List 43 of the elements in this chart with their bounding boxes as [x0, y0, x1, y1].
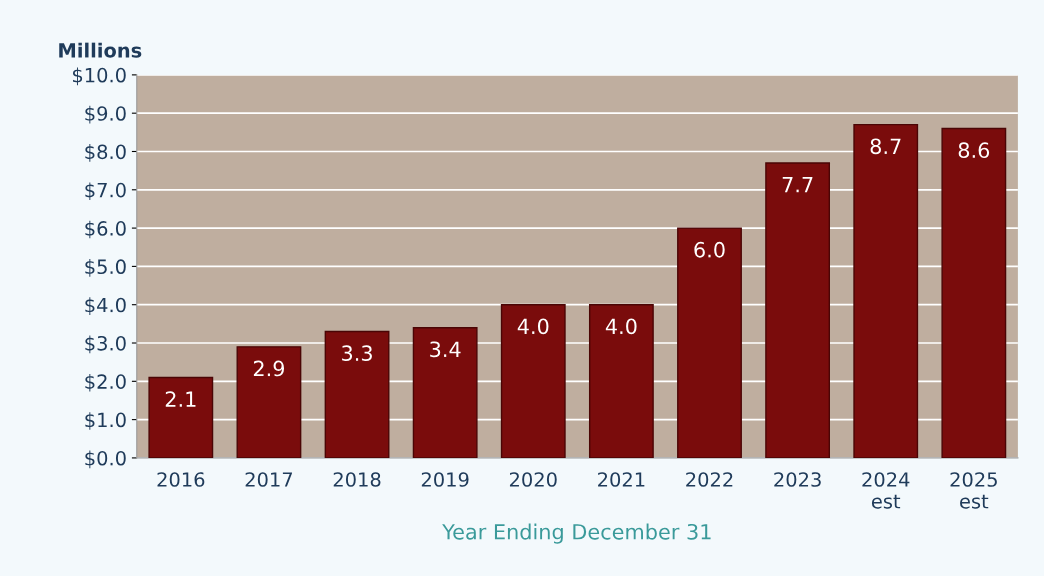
x-tick-label: 2023	[774, 472, 821, 487]
x-axis-title: Year Ending December 31	[442, 523, 711, 544]
x-tick-label: 2020	[509, 472, 557, 487]
bar	[324, 330, 390, 458]
bar	[941, 127, 1007, 458]
y-tick-label: $6.0	[85, 220, 126, 239]
x-tick-label: 2017	[245, 472, 293, 487]
data-label: 2.1	[165, 391, 196, 407]
y-tick-label: $3.0	[85, 335, 126, 354]
bar	[412, 326, 478, 458]
bar	[236, 346, 302, 458]
data-label: 4.0	[517, 318, 549, 335]
x-tick-label: 2016	[157, 472, 205, 487]
bar	[500, 304, 566, 458]
data-label: 6.0	[694, 241, 725, 258]
y-tick-label: $2.0	[85, 373, 126, 392]
y-tick-label: $5.0	[85, 259, 126, 277]
data-label: 3.3	[342, 345, 372, 362]
bar	[588, 304, 654, 458]
x-tick-label: 2019	[421, 472, 469, 487]
data-label: 3.4	[430, 341, 461, 358]
y-tick-label: $4.0	[85, 297, 126, 315]
y-tick-label: $7.0	[85, 182, 126, 201]
data-label: 4.0	[605, 318, 637, 335]
data-label: 7.7	[782, 177, 813, 193]
y-tick-label: $0.0	[85, 450, 126, 469]
y-axis-title: Millions	[59, 42, 142, 58]
bar	[765, 162, 831, 458]
x-tick-label: 2024 est	[862, 472, 910, 509]
data-label: 8.7	[870, 138, 901, 155]
x-tick-label: 2021	[598, 472, 645, 487]
x-tick-label: 2022	[686, 472, 733, 487]
bar	[148, 376, 214, 458]
data-label: 8.6	[958, 142, 990, 159]
x-tick-label: 2018	[333, 472, 381, 487]
y-tick-label: $10.0	[72, 67, 126, 86]
y-tick-label: $9.0	[85, 105, 126, 124]
y-tick-label: $8.0	[85, 144, 126, 162]
y-tick-label: $1.0	[85, 412, 126, 430]
data-label: 2.9	[253, 360, 285, 377]
bar	[853, 123, 919, 458]
bar	[677, 227, 742, 458]
x-tick-label: 2025 est	[950, 472, 997, 509]
